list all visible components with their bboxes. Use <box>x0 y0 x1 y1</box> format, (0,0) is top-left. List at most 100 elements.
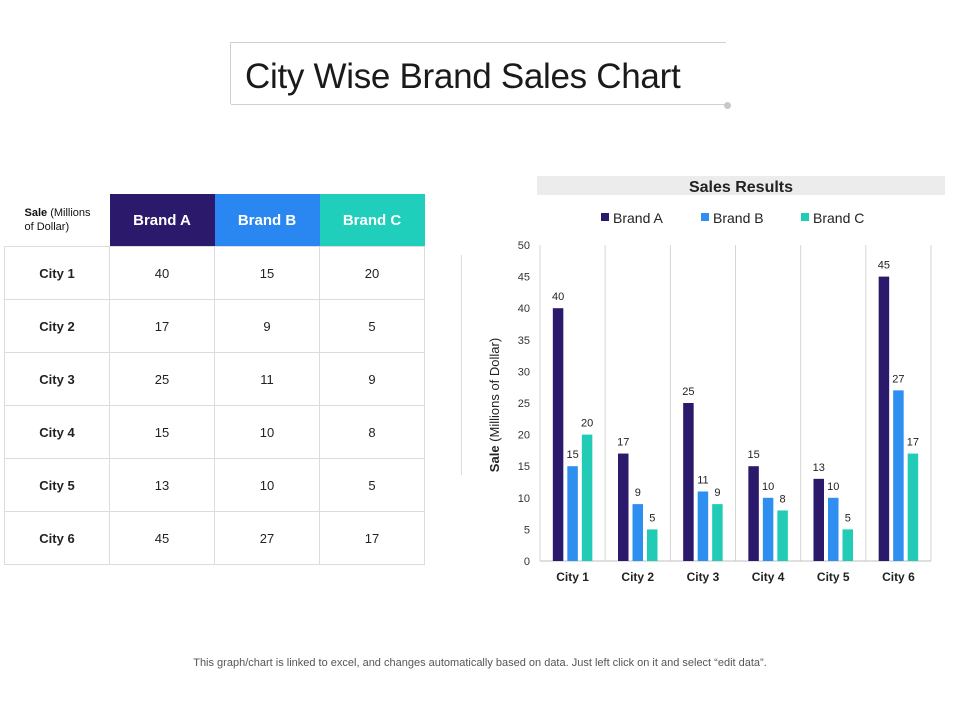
legend-label-1: Brand A <box>613 210 663 226</box>
cell-brand-a: 17 <box>109 299 215 353</box>
legend-label-2: Brand B <box>713 210 764 226</box>
y-axis-label: Sale (Millions of Dollar) <box>487 338 502 472</box>
y-tick-label: 5 <box>524 524 530 536</box>
y-tick-label: 50 <box>518 240 530 252</box>
header-brand-b: Brand B <box>214 194 320 247</box>
y-tick-label: 30 <box>518 366 530 378</box>
cell-brand-a: 40 <box>109 246 215 300</box>
footnote: This graph/chart is linked to excel, and… <box>193 657 767 669</box>
row-city: City 2 <box>4 299 110 353</box>
data-label: 17 <box>907 437 919 449</box>
table-row: City 5 13 10 5 <box>4 458 425 512</box>
chart-title-band <box>537 176 945 195</box>
bar-brand-b-city-2 <box>632 504 643 561</box>
bar-brand-c-city-2 <box>647 529 658 561</box>
y-axis-label-rest: (Millions of Dollar) <box>487 338 502 446</box>
bar-brand-c-city-4 <box>777 510 788 561</box>
cell-brand-c: 5 <box>319 458 425 512</box>
bar-brand-c-city-3 <box>712 504 723 561</box>
table-row: City 4 15 10 8 <box>4 405 425 459</box>
cell-brand-a: 15 <box>109 405 215 459</box>
row-city: City 4 <box>4 405 110 459</box>
y-tick-label: 35 <box>518 335 530 347</box>
x-tick-label: City 1 <box>556 570 589 584</box>
y-tick-label: 10 <box>518 493 530 505</box>
cell-brand-b: 9 <box>214 299 320 353</box>
title-dot <box>724 102 731 109</box>
data-label: 9 <box>714 487 720 499</box>
bar-brand-a-city-1 <box>552 308 564 561</box>
cell-brand-a: 25 <box>109 352 215 406</box>
table-header-row: Sale (Millions of Dollar) Brand A Brand B… <box>4 194 425 247</box>
data-label: 10 <box>827 481 839 493</box>
cell-brand-b: 10 <box>214 405 320 459</box>
y-tick-label: 40 <box>518 303 530 315</box>
data-label: 45 <box>878 260 890 272</box>
cell-brand-a: 45 <box>109 511 215 565</box>
bar-brand-b-city-6 <box>893 390 904 561</box>
data-label: 15 <box>566 449 578 461</box>
data-label: 15 <box>747 449 759 461</box>
table-row: City 6 45 27 17 <box>4 511 425 565</box>
legend-swatch-1 <box>601 213 609 221</box>
x-tick-label: City 6 <box>882 570 915 584</box>
cell-brand-b: 15 <box>214 246 320 300</box>
cell-brand-c: 9 <box>319 352 425 406</box>
y-tick-label: 20 <box>518 430 530 442</box>
bar-brand-b-city-3 <box>697 491 709 561</box>
y-tick-label: 25 <box>518 398 530 410</box>
y-axis-label-bold: Sale <box>487 445 502 472</box>
cell-brand-c: 5 <box>319 299 425 353</box>
sales-chart: Sales Results Brand A Brand B Brand C 0 5 10 15… <box>487 176 945 584</box>
data-label: 5 <box>649 512 655 524</box>
cell-brand-c: 20 <box>319 246 425 300</box>
data-label: 25 <box>682 386 694 398</box>
cell-brand-c: 17 <box>319 511 425 565</box>
table-corner-label: Sale (Millions of Dollar) <box>4 194 110 247</box>
title-underline <box>231 104 727 105</box>
y-tick-label: 0 <box>524 556 530 568</box>
corner-label-bold: Sale <box>24 207 48 219</box>
sales-table: Sale (Millions of Dollar) Brand A Brand B… <box>4 194 425 565</box>
bar-brand-a-city-4 <box>748 466 759 561</box>
data-label: 20 <box>581 418 593 430</box>
cell-brand-c: 8 <box>319 405 425 459</box>
x-tick-label: City 2 <box>621 570 654 584</box>
table-row: City 3 25 11 9 <box>4 352 425 406</box>
legend-swatch-2 <box>701 213 709 221</box>
y-tick-label: 45 <box>518 272 530 284</box>
data-label: 9 <box>635 487 641 499</box>
data-label: 5 <box>845 512 851 524</box>
bar-brand-b-city-4 <box>762 497 774 561</box>
corner-label-rest-1: (Millions <box>47 207 91 219</box>
data-label: 8 <box>780 493 786 505</box>
x-tick-label: City 4 <box>752 570 785 584</box>
bar-brand-b-city-5 <box>828 497 839 561</box>
row-city: City 1 <box>4 246 110 300</box>
page-title: City Wise Brand Sales Chart <box>245 57 681 96</box>
x-tick-label: City 5 <box>817 570 850 584</box>
bar-brand-c-city-5 <box>842 529 853 561</box>
corner-label-rest-2: of Dollar) <box>24 221 70 233</box>
header-brand-c: Brand C <box>319 194 425 247</box>
legend-label-3: Brand C <box>813 210 864 226</box>
bar-brand-a-city-5 <box>813 478 824 561</box>
data-label: 27 <box>892 373 904 385</box>
chart-divider <box>461 255 462 475</box>
bar-brand-c-city-6 <box>907 453 919 561</box>
data-label: 11 <box>697 474 708 486</box>
data-label: 17 <box>617 437 629 449</box>
x-tick-label: City 3 <box>687 570 720 584</box>
table-row: City 2 17 9 5 <box>4 299 425 353</box>
row-city: City 6 <box>4 511 110 565</box>
bar-brand-b-city-1 <box>567 466 578 561</box>
data-label: 10 <box>762 481 774 493</box>
legend-swatch-3 <box>801 213 809 221</box>
bar-brand-a-city-6 <box>878 276 890 561</box>
data-label: 40 <box>552 291 564 303</box>
y-tick-label: 15 <box>518 461 530 473</box>
title-box: City Wise Brand Sales Chart <box>230 42 731 109</box>
cell-brand-a: 13 <box>109 458 215 512</box>
cell-brand-b: 10 <box>214 458 320 512</box>
data-label: 13 <box>813 462 825 474</box>
